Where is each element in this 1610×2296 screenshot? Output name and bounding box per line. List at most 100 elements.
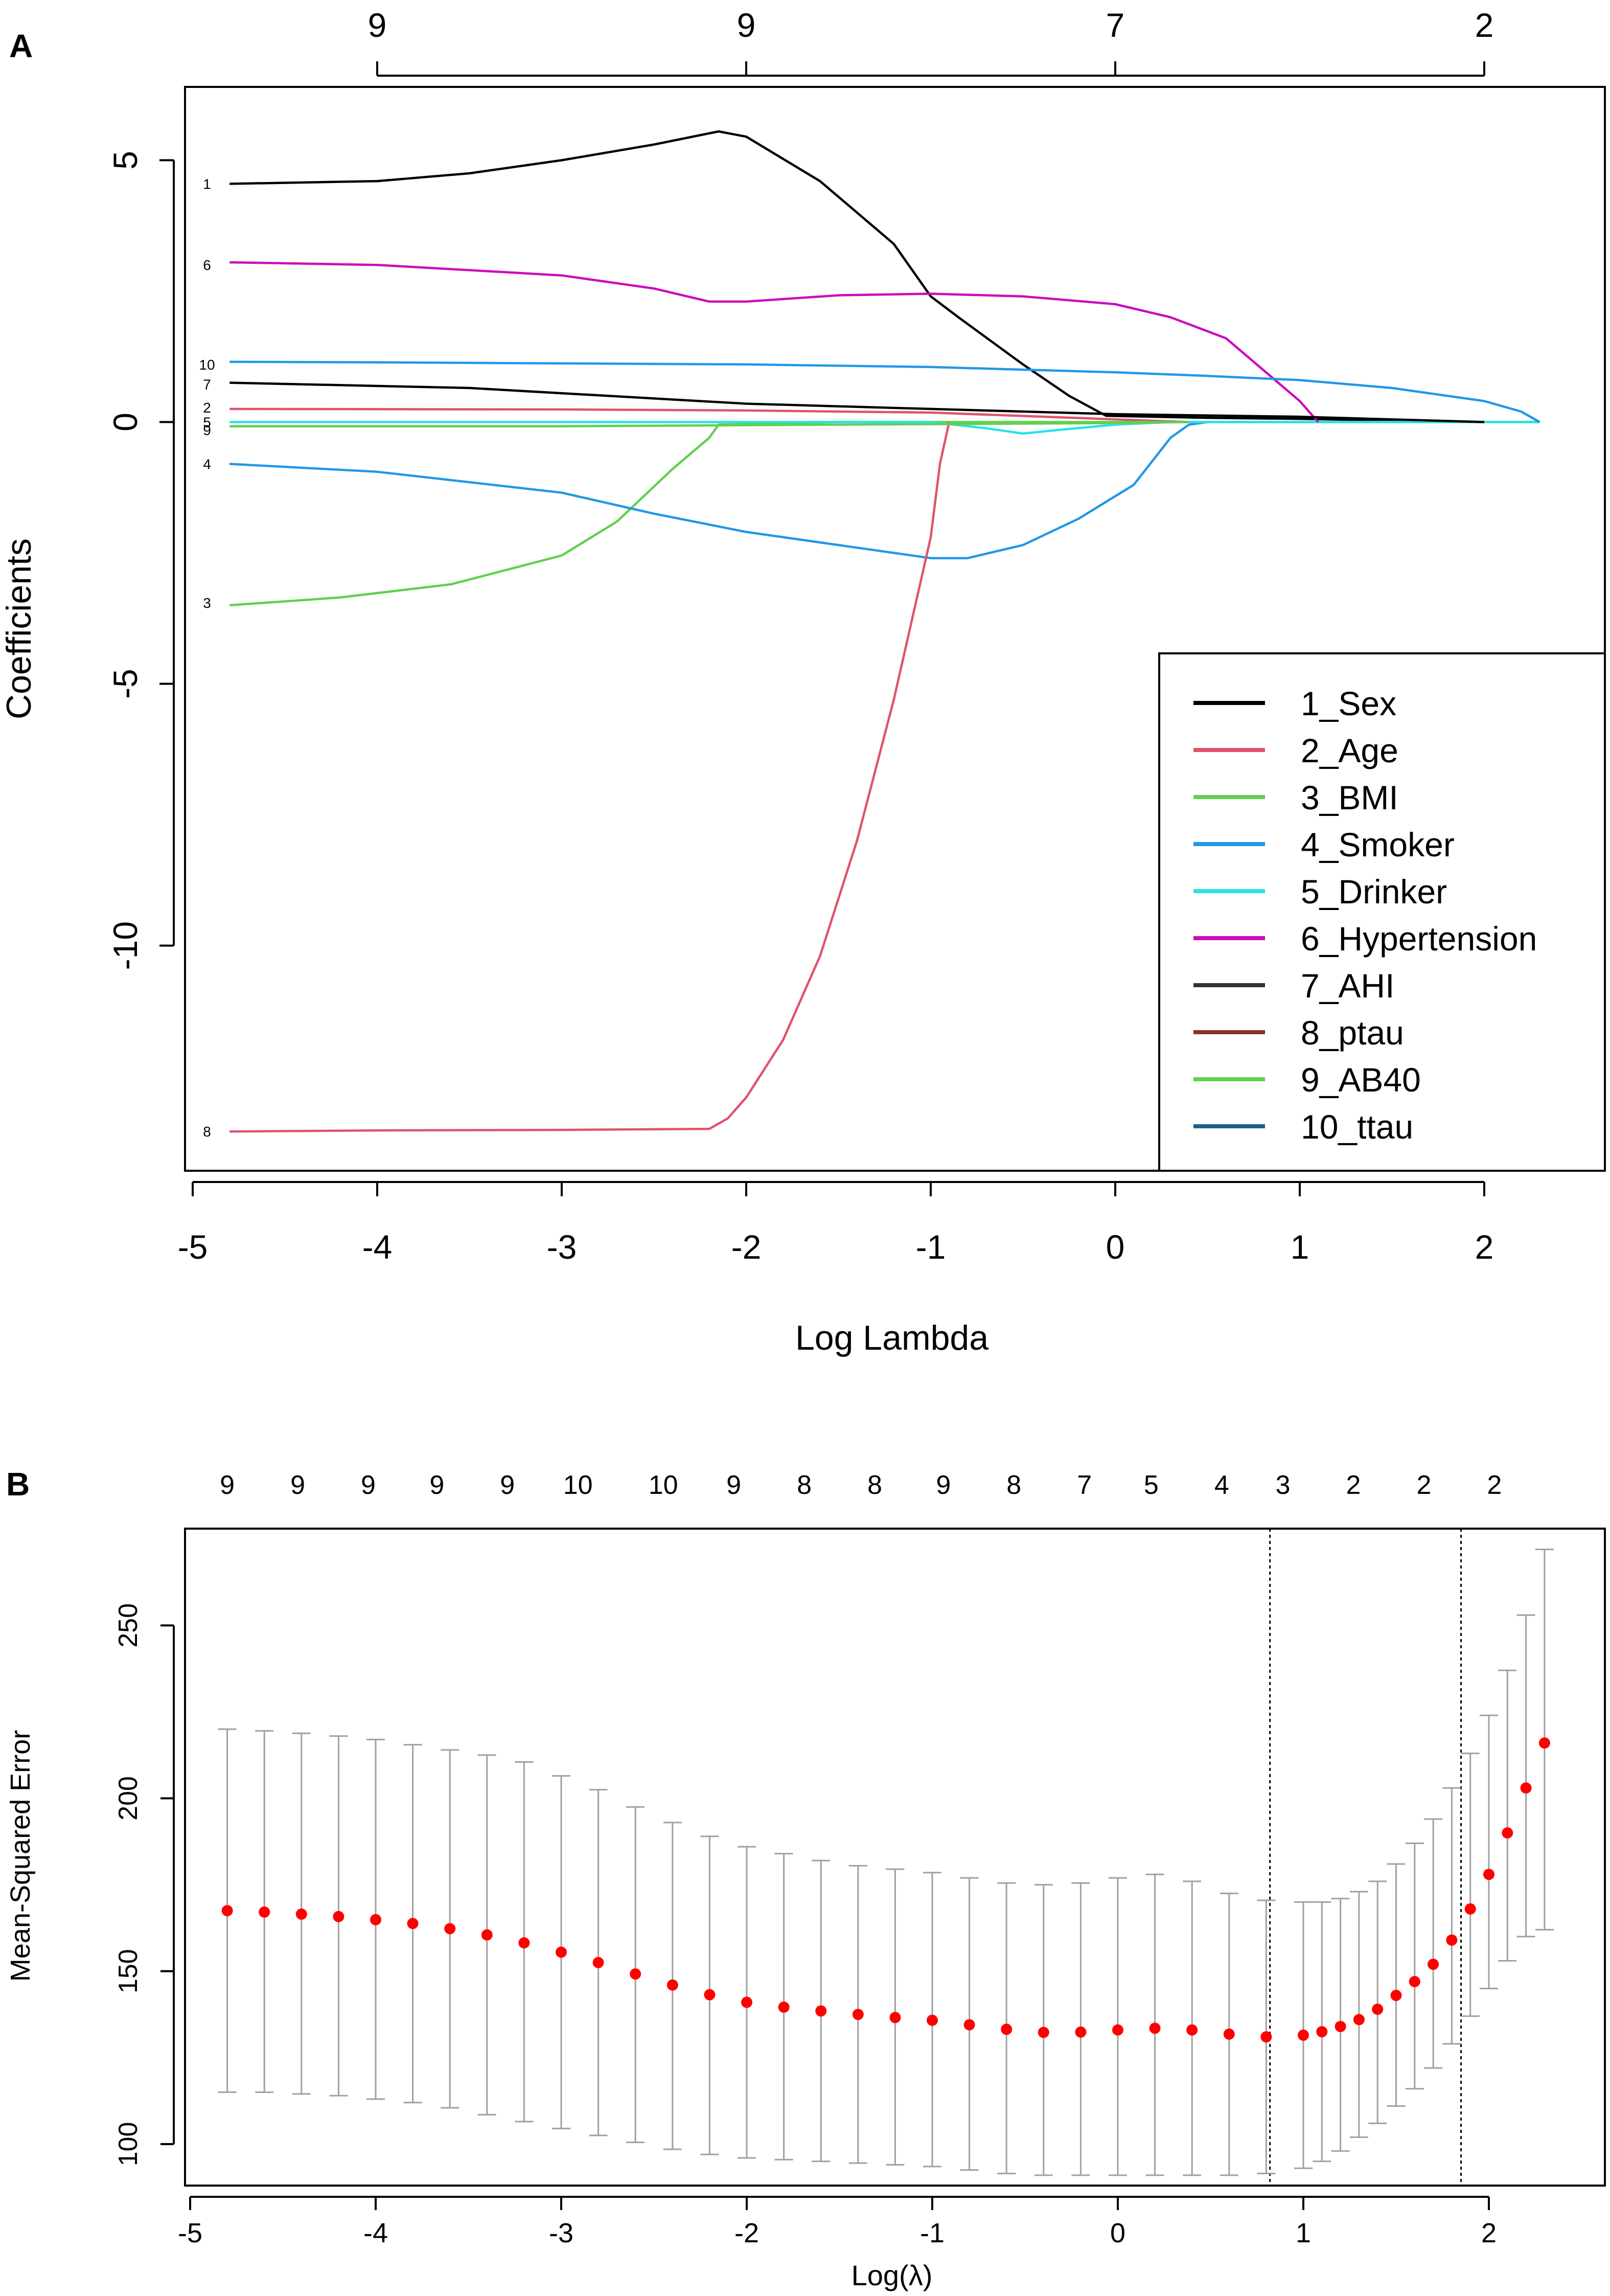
top-axis-count-label: 10 [649,1470,678,1500]
mse-point [1186,2024,1198,2036]
top-axis-count-label: 9 [500,1470,515,1500]
panel-b: B -5 -4 -3 -2 -1 0 1 2 100 150 200 250 9 9 9 9 9 10 10 9 8… [5,1466,1606,2291]
y-tick-label: -5 [106,669,144,699]
top-axis-count-label: 8 [797,1470,812,1500]
line-label: 5 [203,414,211,430]
top-axis-count-label: 4 [1214,1470,1229,1500]
panel-a-x-axis: -5 -4 -3 -2 -1 0 1 2 [178,1181,1493,1266]
mse-point [1538,1737,1550,1749]
top-axis-count-label: 10 [563,1470,593,1500]
panel-b-x-axis-title: Log(λ) [852,2259,933,2291]
mse-point [1409,1975,1420,1987]
mse-point [666,1979,678,1991]
panel-a-plot-frame [184,86,1606,1172]
top-axis-count-label: 8 [1006,1470,1021,1500]
legend-label: 5_Drinker [1301,873,1447,911]
line-label: 3 [203,595,211,611]
mse-point [333,1911,344,1922]
x-tick-label: -4 [363,2218,388,2248]
y-tick-label: 250 [113,1603,143,1648]
panel-a-x-axis-title: Log Lambda [795,1319,988,1357]
mse-point [259,1906,270,1918]
line-label: 6 [203,257,211,273]
panel-a-y-axis-title: Coefficients [0,538,38,719]
mse-point [407,1918,419,1929]
legend-label: 1_Sex [1301,685,1396,722]
panel-a-label: A [9,28,33,64]
top-axis-count-label: 5 [1144,1470,1159,1500]
mse-point [927,2014,938,2026]
top-tick-label: 2 [1475,6,1494,44]
mse-point [1502,1827,1513,1839]
mse-point [1428,1959,1439,1970]
panel-b-top-axis: 9 9 9 9 9 10 10 9 8 8 9 8 7 5 4 3 2 2 2 [220,1470,1502,1500]
top-axis-count-label: 7 [1077,1470,1092,1500]
mse-point [444,1923,456,1935]
panel-b-x-axis: -5 -4 -3 -2 -1 0 1 2 [178,2196,1497,2248]
top-tick-label: 9 [737,6,756,44]
x-tick-label: -2 [734,2218,759,2248]
x-tick-label: 1 [1296,2218,1311,2248]
line-label: 10 [199,357,215,373]
mse-point [1335,2020,1346,2032]
mse-point [370,1914,381,1925]
mse-point [1001,2024,1013,2035]
mse-point [518,1937,530,1949]
panel-b-y-axis-title: Mean-Squared Error [5,1730,36,1982]
mse-point [963,2019,975,2031]
mse-point [1483,1869,1494,1880]
x-tick-label: 0 [1110,2218,1125,2248]
mse-point [1520,1782,1532,1794]
y-tick-label: 100 [113,2122,143,2166]
top-axis-count-label: 3 [1276,1470,1291,1500]
y-tick-label: 5 [106,151,144,170]
x-tick-label: 1 [1291,1228,1309,1266]
line-label: 2 [203,400,211,416]
panel-b-y-axis: 100 150 200 250 [113,1603,175,2166]
legend-label: 10_ttau [1301,1108,1413,1146]
coef-path-4-smoker [229,421,1208,559]
mse-point [592,1957,604,1968]
top-axis-count-label: 9 [220,1470,235,1500]
mse-point [1075,2026,1087,2038]
x-tick-label: -5 [178,1228,208,1266]
mse-point [815,2005,827,2017]
coef-path-2-age [229,407,1189,423]
line-label: 1 [203,176,211,192]
top-axis-count-label: 9 [290,1470,305,1500]
x-tick-label: 0 [1106,1228,1125,1266]
mse-point [889,2012,901,2024]
top-axis-count-label: 2 [1487,1470,1502,1500]
panel-a-series-group [229,130,1540,1133]
coef-path-6-hypertension [229,261,1319,423]
top-axis-count-label: 2 [1346,1470,1361,1500]
mse-point [556,1946,567,1958]
panel-a-line-labels: 1 6 10 7 259 4 3 8 [199,176,215,1140]
coef-path-1-sex [229,130,1485,423]
mse-point [778,2002,790,2013]
mse-point [630,1968,641,1980]
mse-point [295,1908,307,1920]
top-axis-count-label: 9 [429,1470,444,1500]
line-label: 8 [203,1124,211,1140]
panel-a-legend: 1_Sex 2_Age 3_BMI 4_Smoker 5_Drinker 6_Hypert… [1158,652,1606,1172]
mse-point [1223,2028,1235,2040]
line-label: 9 [203,422,211,438]
mse-point [704,1989,716,2001]
panel-b-label: B [6,1466,30,1503]
line-label: 4 [203,456,211,472]
legend-label: 9_AB40 [1301,1061,1421,1099]
legend-label: 8_ptau [1301,1014,1404,1052]
coef-path-10-ttau [229,360,1540,423]
mse-point [1298,2029,1309,2041]
top-axis-count-label: 9 [361,1470,376,1500]
panel-a-y-axis: -10 -5 0 5 [106,151,175,970]
coef-path-9-ab40 [229,421,1189,427]
mse-point [1446,1934,1458,1946]
y-tick-label: 0 [106,413,144,431]
mse-point [741,1996,752,2008]
y-tick-label: -10 [106,921,144,970]
x-tick-label: -3 [549,2218,573,2248]
